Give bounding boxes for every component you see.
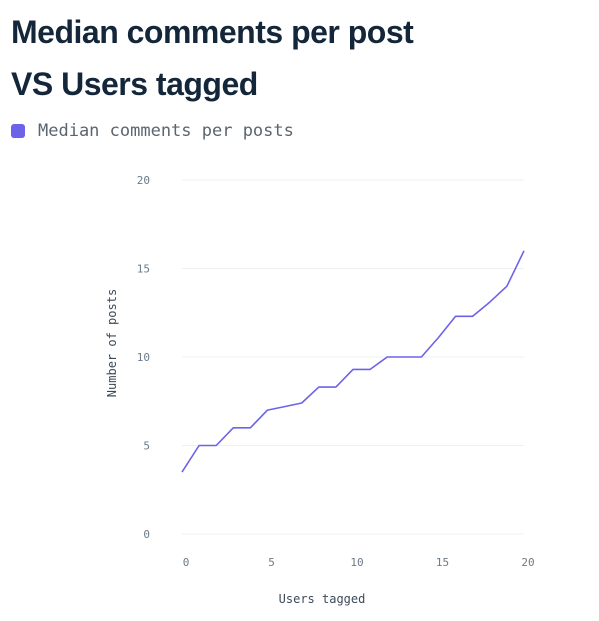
chart-title: Median comments per post VS Users tagged [11, 14, 414, 102]
y-tick-label: 15 [137, 263, 150, 276]
series-line [181, 250, 525, 473]
x-tick-label: 5 [268, 556, 275, 569]
y-axis-title: Number of posts [105, 289, 119, 397]
x-axis-title: Users tagged [279, 592, 366, 606]
x-tick-label: 15 [436, 556, 449, 569]
x-axis-ticks: 0 5 10 15 20 [183, 556, 535, 569]
x-tick-label: 20 [521, 556, 534, 569]
legend-swatch [11, 124, 25, 138]
grid [182, 179, 524, 535]
x-tick-label: 10 [350, 556, 363, 569]
y-tick-label: 10 [137, 351, 150, 364]
x-tick-label: 0 [183, 556, 190, 569]
y-tick-label: 0 [143, 528, 150, 541]
y-tick-label: 5 [143, 440, 150, 453]
legend: Median comments per posts [11, 121, 294, 141]
y-tick-label: 20 [137, 174, 150, 187]
series-layer [181, 250, 525, 473]
legend-label: Median comments per posts [38, 121, 294, 141]
y-axis-ticks: 0 5 10 15 20 [137, 174, 150, 541]
